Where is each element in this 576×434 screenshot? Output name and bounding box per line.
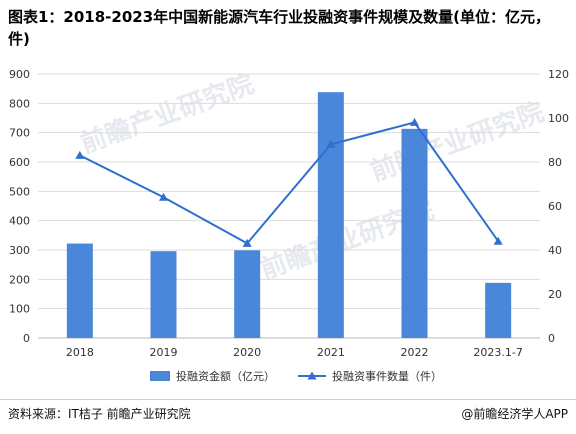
watermark-text: 前瞻产业研究院 (366, 96, 548, 187)
credit-note: @前瞻经济学人APP (461, 407, 568, 421)
left-tick-label: 900 (9, 68, 30, 81)
left-tick-label: 400 (9, 215, 30, 228)
line-point (493, 236, 503, 245)
line-point (159, 192, 168, 201)
footer-divider (0, 399, 576, 400)
x-tick-label: 2019 (150, 346, 178, 359)
left-tick-label: 800 (9, 97, 30, 110)
line-point (75, 150, 85, 159)
legend-line-label: 投融资事件数量（件） (332, 369, 442, 383)
left-tick-label: 200 (9, 273, 30, 286)
bar-series (66, 92, 512, 338)
right-tick-label: 120 (548, 68, 569, 81)
x-axis-ticks: 2018 2019 2020 2021 2022 2023.1-7 (66, 346, 523, 359)
watermark-text: 前瞻产业研究院 (76, 68, 258, 159)
left-tick-label: 700 (9, 127, 30, 140)
left-tick-label: 100 (9, 303, 30, 316)
right-tick-label: 20 (548, 288, 562, 301)
legend-bar-label: 投融资金额（亿元） (176, 369, 275, 383)
bar (234, 250, 261, 338)
source-note: 资料来源：IT桔子 前瞻产业研究院 (8, 407, 191, 421)
left-axis-ticks: 0 100 200 300 400 500 600 700 800 900 (9, 68, 30, 345)
right-tick-label: 40 (548, 244, 562, 257)
left-tick-label: 600 (9, 156, 30, 169)
chart-title: 图表1：2018-2023年中国新能源汽车行业投融资事件规模及数量(单位：亿元，… (8, 8, 551, 48)
bar (401, 128, 428, 338)
x-tick-label: 2021 (317, 346, 345, 359)
bar (150, 251, 177, 338)
right-tick-label: 0 (548, 332, 555, 345)
right-tick-label: 100 (548, 112, 569, 125)
legend: 投融资金额（亿元） 投融资事件数量（件） (150, 369, 442, 383)
bar (66, 243, 93, 338)
bar (485, 282, 512, 338)
legend-bar-swatch (150, 371, 170, 381)
line-point (326, 139, 336, 148)
right-axis-ticks: 0 20 40 60 80 100 120 (548, 68, 569, 345)
left-tick-label: 500 (9, 185, 30, 198)
bar (317, 92, 344, 338)
right-tick-label: 60 (548, 200, 562, 213)
x-tick-label: 2023.1-7 (473, 346, 522, 359)
x-tick-label: 2022 (401, 346, 429, 359)
x-tick-label: 2018 (66, 346, 94, 359)
left-tick-label: 300 (9, 244, 30, 257)
line-path (79, 121, 499, 245)
line-series (75, 117, 503, 247)
x-tick-label: 2020 (233, 346, 261, 359)
line-point (242, 238, 252, 247)
grid-lines (38, 73, 540, 339)
left-tick-label: 0 (23, 332, 30, 345)
line-point (410, 117, 419, 126)
right-tick-label: 80 (548, 156, 562, 169)
legend-line-marker (307, 371, 317, 380)
